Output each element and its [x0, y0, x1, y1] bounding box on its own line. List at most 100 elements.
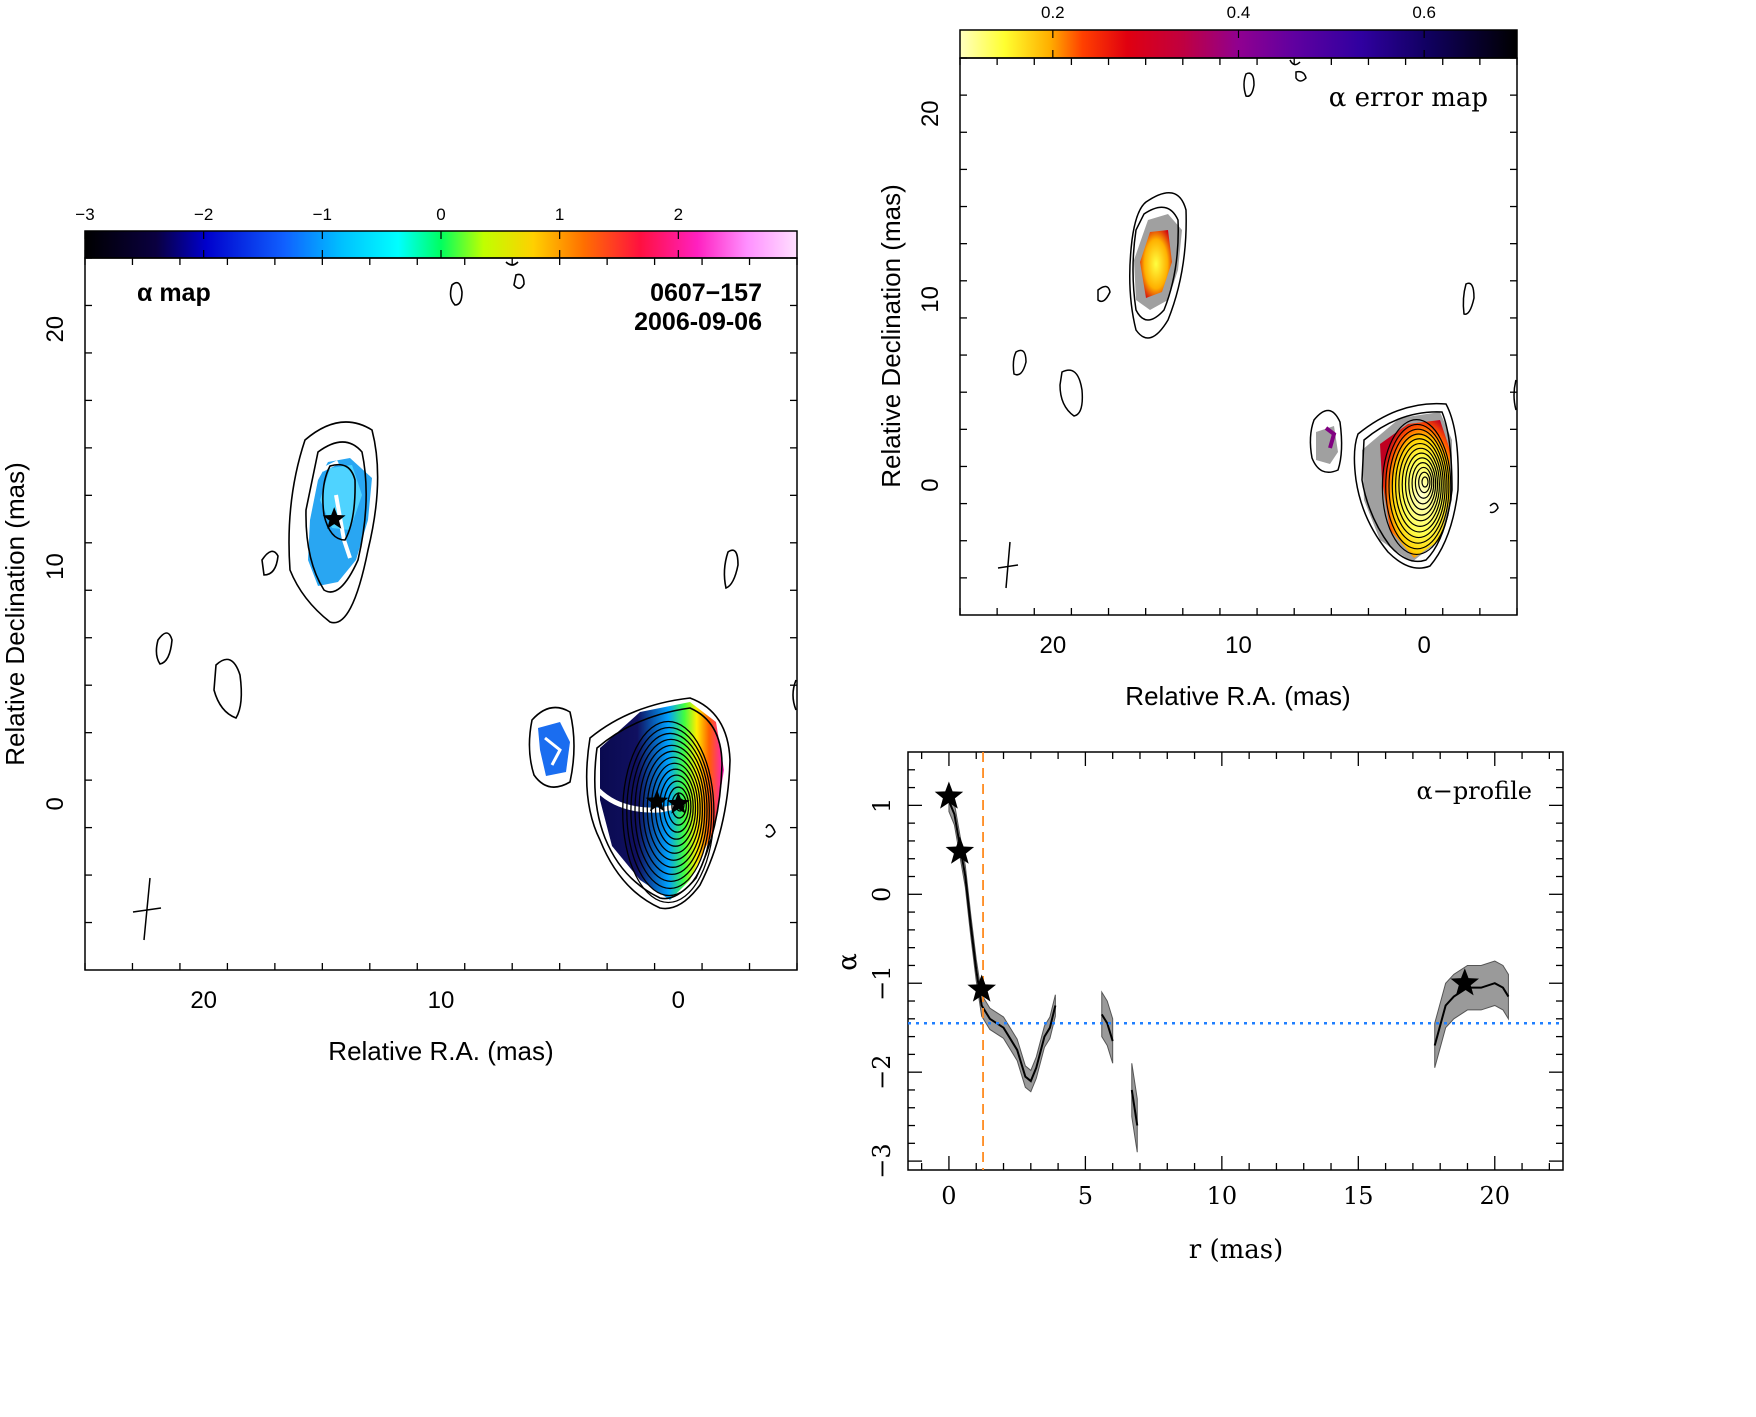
contour-ring: [663, 780, 692, 833]
component-star: [645, 789, 669, 812]
error-map-axes: 20 10 0 0 10 20: [917, 57, 1518, 659]
contour-ring: [1401, 447, 1441, 522]
alpha-map-stars: [322, 507, 690, 814]
contour-ring: [638, 744, 706, 876]
error-map-label: α error map: [1329, 83, 1488, 113]
y-tick-label: 0: [917, 478, 944, 491]
contour-ring: [642, 750, 704, 868]
y-tick-label: 20: [917, 100, 944, 127]
y-tick-label: 0: [42, 797, 69, 810]
profile-line: [948, 800, 1057, 1083]
x-tick-label: 10: [1225, 632, 1252, 659]
contour-ring: [626, 726, 713, 897]
contour-ring: [667, 786, 690, 826]
x-tick-label: 20: [1479, 1182, 1510, 1210]
error-jet-core: [1140, 230, 1172, 298]
error-map-frame: [959, 57, 1518, 616]
colorbar-tick-label: −1: [313, 205, 332, 224]
profile-frame: [907, 751, 1564, 1171]
error-beam-cross: [997, 541, 1019, 589]
x-tick-label: 5: [1078, 1182, 1093, 1210]
contour-ring: [1388, 428, 1448, 544]
y-tick-label: 10: [42, 553, 69, 580]
contour-ring: [1391, 433, 1446, 539]
contour-ring: [1408, 457, 1437, 511]
y-tick-label: 20: [42, 316, 69, 343]
alpha-map-image: [155, 261, 797, 910]
contour-ring: [1404, 452, 1439, 516]
contour-ring: [630, 732, 710, 890]
contour-ring: [634, 738, 708, 883]
profile-ylabel: α: [833, 953, 863, 971]
profile-line: [1130, 1089, 1139, 1126]
error-small-component: [1316, 426, 1338, 464]
y-tick-label: 10: [917, 286, 944, 313]
beam-cross: [132, 877, 162, 941]
contour-ring: [1394, 438, 1444, 533]
contour-ring: [1421, 476, 1429, 488]
x-tick-label: 0: [941, 1182, 956, 1210]
colorbar-tick-label: 0.6: [1412, 3, 1436, 22]
x-tick-label: 20: [1039, 632, 1066, 659]
colorbar-tick-label: 1: [555, 205, 564, 224]
profile-star: [945, 836, 975, 864]
contour-ring: [654, 768, 697, 847]
alpha-map-frame: [84, 257, 798, 971]
error-band: [1434, 960, 1509, 1068]
x-tick-label: 10: [428, 987, 455, 1014]
contour-ring: [646, 756, 701, 861]
component-star: [666, 791, 690, 814]
alpha-map-axes: 20 10 0 0 10 20: [42, 257, 798, 1014]
contour-ring: [1381, 419, 1452, 556]
colorbar-tick-label: 0.4: [1227, 3, 1251, 22]
profile-xlabel: r (mas): [1189, 1235, 1283, 1265]
alpha-map-xlabel: Relative R.A. (mas): [328, 1036, 553, 1066]
component-star: [322, 507, 346, 529]
alpha-colorbar-ticks: −3 −2 −1 0 1 2: [75, 205, 683, 258]
colorbar-tick-label: −3: [75, 205, 94, 224]
error-contours: [1012, 59, 1517, 569]
y-tick-label: −1: [868, 966, 896, 1001]
alpha-map-label: α map: [137, 279, 211, 307]
colorbar-tick-label: 2: [674, 205, 683, 224]
contour-ring: [1385, 423, 1450, 550]
x-tick-label: 10: [1207, 1182, 1238, 1210]
contour-ring: [1414, 466, 1433, 499]
alpha-error-map-panel: 0.2 0.4 0.6 20 10 0 0 10 20: [876, 3, 1518, 711]
contour-ring: [1418, 471, 1431, 494]
y-tick-label: −2: [868, 1054, 896, 1089]
x-tick-label: 20: [190, 987, 217, 1014]
profile-star: [1450, 968, 1479, 996]
contour-ring: [622, 720, 715, 904]
profile-line: [1100, 1013, 1114, 1042]
x-tick-label: 0: [1417, 632, 1430, 659]
error-map-ylabel: Relative Declination (mas): [876, 184, 906, 487]
profile-label: α−profile: [1417, 777, 1533, 805]
colorbar-tick-label: 0: [436, 205, 445, 224]
profile-error-bands: [948, 790, 1509, 1153]
profile-line: [1433, 982, 1510, 1046]
y-tick-label: 0: [868, 887, 896, 902]
core-contours: [622, 720, 715, 904]
error-band: [948, 790, 1056, 1093]
profile-star: [967, 974, 996, 1002]
profile-stars: [934, 781, 1479, 1002]
observation-date: 2006-09-06: [634, 308, 762, 336]
profile-lines: [948, 800, 1510, 1126]
small-component: [538, 722, 570, 776]
error-core-contours: [1381, 419, 1452, 556]
jet-colored-inner: [320, 465, 362, 530]
error-map-xlabel: Relative R.A. (mas): [1125, 681, 1350, 711]
colorbar-tick-label: 0.2: [1041, 3, 1065, 22]
error-map-image: [1012, 59, 1517, 569]
contour-ring: [1398, 442, 1442, 527]
contour-ring: [1411, 462, 1435, 505]
alpha-map-panel: −3 −2 −1 0 1 2 20 10 0 0 10 20: [0, 205, 798, 1066]
error-band: [1101, 990, 1114, 1064]
alpha-map-ylabel: Relative Declination (mas): [0, 462, 30, 765]
contour-ring: [671, 792, 687, 819]
x-tick-label: 0: [672, 987, 685, 1014]
